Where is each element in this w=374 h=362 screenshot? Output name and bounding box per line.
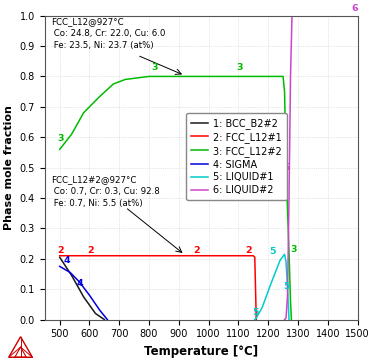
Text: 5: 5 (269, 247, 276, 256)
X-axis label: Temperature [°C]: Temperature [°C] (144, 345, 258, 358)
Text: FCC_L12#2@927°C
 Co: 0.7, Cr: 0.3, Cu: 92.8
 Fe: 0.7, Ni: 5.5 (at%): FCC_L12#2@927°C Co: 0.7, Cr: 0.3, Cu: 92… (51, 175, 160, 208)
Text: 3: 3 (237, 63, 243, 72)
Text: 2: 2 (245, 246, 252, 255)
Text: 6: 6 (283, 163, 290, 172)
Text: 2: 2 (57, 246, 64, 255)
Text: 6: 6 (352, 4, 358, 13)
Text: 2: 2 (193, 246, 200, 255)
Text: 5: 5 (283, 282, 290, 291)
Text: 3: 3 (290, 245, 297, 254)
Text: 4: 4 (77, 279, 83, 288)
Text: 2: 2 (88, 246, 94, 255)
Text: FCC_L12@927°C
 Co: 24.8, Cr: 22.0, Cu: 6.0
 Fe: 23.5, Ni: 23.7 (at%): FCC_L12@927°C Co: 24.8, Cr: 22.0, Cu: 6.… (51, 17, 165, 50)
Text: 5: 5 (252, 308, 259, 317)
Text: 4: 4 (64, 256, 70, 265)
Text: 3: 3 (152, 63, 158, 72)
Text: 3: 3 (57, 134, 64, 143)
Legend: 1: BCC_B2#2, 2: FCC_L12#1, 3: FCC_L12#2, 4: SIGMA, 5: LIQUID#1, 6: LIQUID#2: 1: BCC_B2#2, 2: FCC_L12#1, 3: FCC_L12#2,… (186, 113, 286, 200)
Y-axis label: Phase mole fraction: Phase mole fraction (4, 105, 14, 230)
